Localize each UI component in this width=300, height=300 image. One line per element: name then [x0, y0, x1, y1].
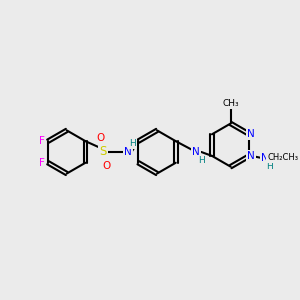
Text: O: O — [102, 161, 110, 171]
Text: H: H — [198, 156, 205, 165]
Text: N: N — [261, 153, 269, 163]
Text: N: N — [124, 147, 131, 157]
Text: CH₂CH₃: CH₂CH₃ — [267, 153, 298, 162]
Text: F: F — [39, 158, 45, 168]
Text: CH₃: CH₃ — [222, 99, 239, 108]
Text: H: H — [129, 139, 136, 148]
Text: F: F — [39, 136, 45, 146]
Text: S: S — [99, 146, 107, 158]
Text: N: N — [248, 129, 255, 139]
Text: H: H — [267, 162, 273, 171]
Text: N: N — [248, 151, 255, 161]
Text: O: O — [96, 133, 104, 143]
Text: N: N — [192, 147, 200, 157]
